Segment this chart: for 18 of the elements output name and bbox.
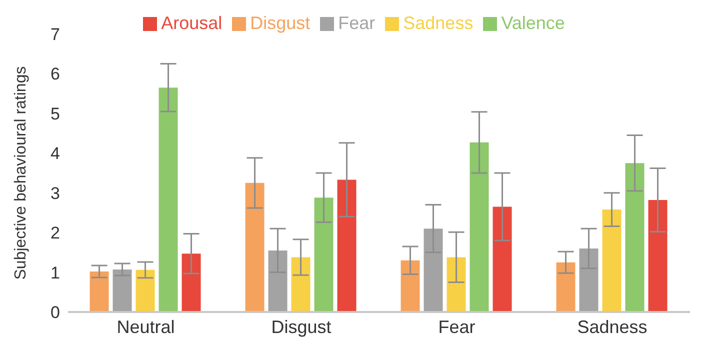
legend-label: Sadness	[403, 13, 474, 33]
x-tick-label: Disgust	[271, 316, 332, 337]
y-tick-label: 7	[50, 25, 60, 44]
x-tick-label: Fear	[438, 316, 476, 337]
y-tick-label: 0	[50, 303, 60, 322]
y-tick-label: 1	[50, 263, 60, 282]
legend-label: Valence	[501, 13, 565, 33]
x-tick-label: Neutral	[116, 316, 175, 337]
y-tick-label: 3	[50, 184, 60, 203]
legend-label: Disgust	[250, 13, 310, 33]
legend-label: Arousal	[161, 13, 222, 33]
y-tick-label: 6	[50, 64, 60, 84]
legend-label: Fear	[338, 13, 376, 33]
y-tick-label: 5	[50, 104, 60, 124]
y-tick-label: 2	[50, 224, 60, 243]
y-tick-label: 4	[50, 144, 60, 164]
x-tick-label: Sadness	[577, 316, 648, 337]
y-axis-title: Subjective behavioural ratings	[12, 66, 30, 280]
